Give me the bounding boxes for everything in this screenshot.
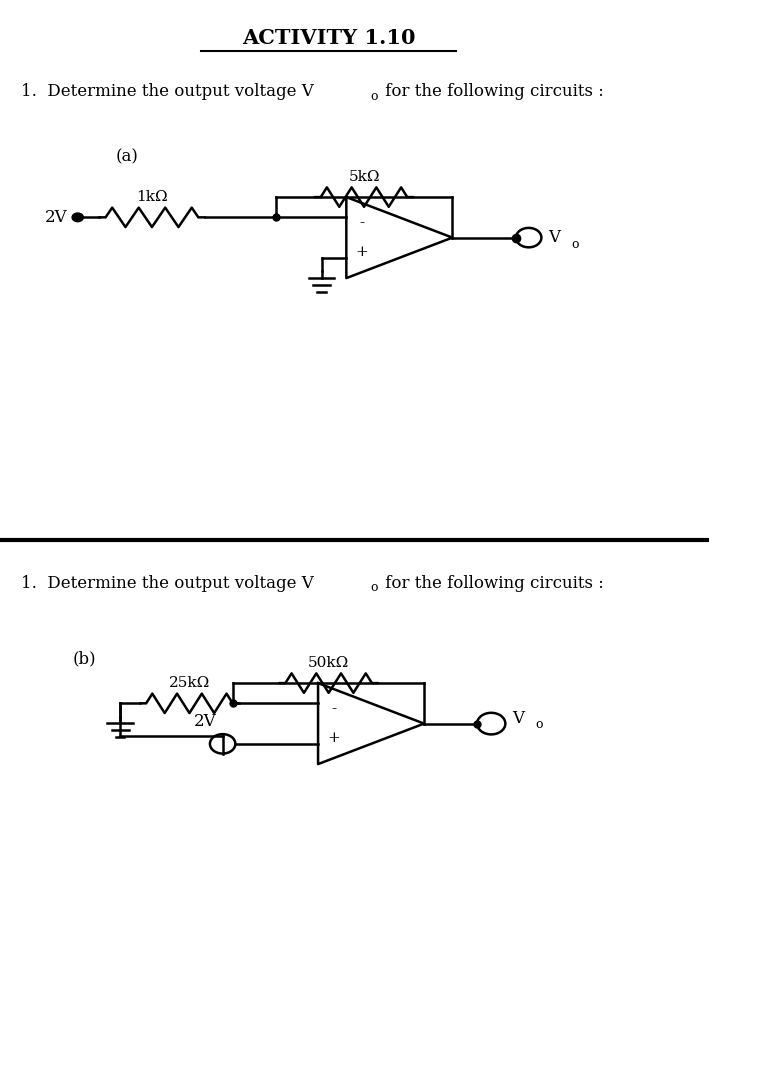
Text: 2V: 2V [45,208,67,226]
Text: ACTIVITY 1.10: ACTIVITY 1.10 [242,28,416,48]
Text: +: + [328,731,340,745]
Text: V: V [548,229,560,246]
Text: o: o [370,90,378,103]
Text: o: o [535,718,543,731]
Text: 25kΩ: 25kΩ [169,676,210,690]
Text: 1.  Determine the output voltage V: 1. Determine the output voltage V [21,575,314,592]
Text: (a): (a) [116,148,138,165]
Text: -: - [331,702,336,716]
Text: 1.  Determine the output voltage V: 1. Determine the output voltage V [21,83,314,100]
Text: for the following circuits :: for the following circuits : [380,83,604,100]
Text: V: V [512,710,524,727]
Text: 2V: 2V [194,713,217,730]
Text: (b): (b) [73,650,97,667]
Text: 1kΩ: 1kΩ [136,190,168,204]
Text: 5kΩ: 5kΩ [348,171,380,184]
Text: 50kΩ: 50kΩ [308,657,350,670]
Text: -: - [359,216,365,230]
Text: for the following circuits :: for the following circuits : [380,575,604,592]
Circle shape [72,213,84,221]
Text: +: + [356,245,369,259]
Text: o: o [571,238,578,251]
Text: o: o [370,581,378,594]
